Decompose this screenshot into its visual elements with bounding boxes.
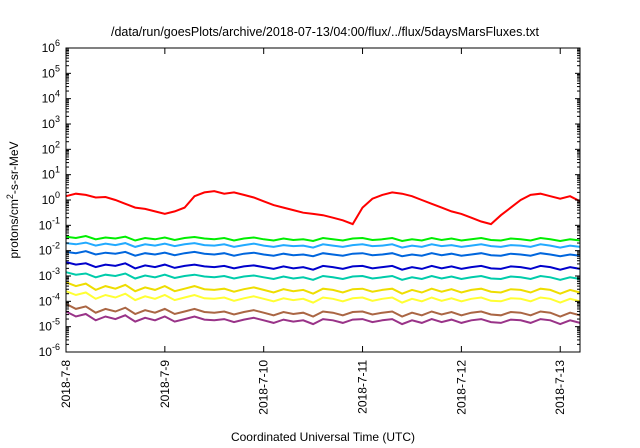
y-axis: 10-610-510-410-310-210-11001011021031041… [39,38,580,359]
y-tick-label: 10-6 [39,342,60,359]
y-tick-label-exponent: -3 [52,266,60,276]
y-tick-label: 10-2 [39,241,60,258]
x-axis: 2018-7-8 2018-7-9 2018-7-10 2018-7-11 2018-7… [59,48,567,415]
flux-series-line [65,250,581,258]
y-tick-label-base: 10 [42,168,56,182]
flux-series-line [65,281,581,295]
flux-series-line [65,271,581,281]
y-tick-label: 103 [42,114,60,131]
y-tick-label: 102 [42,139,60,156]
y-tick-label-base: 10 [42,117,56,131]
chart-title: /data/run/goesPlots/archive/2018-07-13/0… [111,25,540,39]
y-tick-label: 100 [42,190,60,207]
y-tick-label: 10-5 [39,317,60,334]
y-tick-label-base: 10 [42,142,56,156]
flux-series-line [65,234,581,243]
y-axis-label-superscript: 2 [5,194,15,199]
y-tick-label-base: 10 [42,92,56,106]
y-tick-label-exponent: 3 [55,114,60,124]
flux-series-line [65,241,581,249]
flux-series-line [65,290,581,304]
y-tick-label-exponent: -1 [52,215,60,225]
y-tick-label-exponent: 4 [55,89,60,99]
y-axis-label-prefix: protons/cm [7,199,21,258]
y-tick-label-exponent: -5 [52,317,60,327]
y-tick-label-exponent: -2 [52,241,60,251]
y-tick-label: 101 [42,165,60,182]
series-layer [65,190,581,326]
y-tick-label-base: 10 [42,66,56,80]
y-tick-label: 104 [42,89,60,106]
y-tick-label-base: 10 [42,193,56,207]
y-tick-label: 106 [42,38,60,55]
y-axis-label-suffix: -s-sr-MeV [7,141,21,194]
y-tick-label-exponent: 0 [55,190,60,200]
x-tick-label: 2018-7-13 [553,360,567,415]
y-tick-label-base: 10 [39,218,53,232]
flux-series-line [65,310,581,326]
x-tick-label: 2018-7-11 [356,360,370,414]
y-tick-label-base: 10 [39,320,53,334]
y-tick-label-base: 10 [39,269,53,283]
y-tick-label-exponent: 6 [55,38,60,48]
y-tick-label-base: 10 [39,294,53,308]
y-tick-label-exponent: -6 [52,342,60,352]
y-tick-label: 10-4 [39,291,60,308]
flux-series-line [65,261,581,271]
plot-frame [65,47,581,353]
y-tick-label-exponent: 2 [55,139,60,149]
y-tick-label-base: 10 [39,345,53,359]
x-tick-label: 2018-7-9 [158,360,172,408]
y-tick-label-base: 10 [42,41,56,55]
x-axis-label: Coordinated Universal Time (UTC) [231,430,415,444]
y-tick-label-base: 10 [39,244,53,258]
y-tick-label-exponent: 1 [55,165,60,175]
y-tick-label: 105 [42,63,60,80]
y-tick-label: 10-3 [39,266,60,283]
x-tick-label: 2018-7-8 [59,360,73,408]
x-tick-label: 2018-7-10 [257,360,271,415]
x-tick-label: 2018-7-12 [454,360,468,415]
y-tick-label: 10-1 [39,215,60,232]
y-axis-label: protons/cm2-s-sr-MeV [5,141,21,258]
flux-series-line [65,303,581,318]
y-tick-label-exponent: 5 [55,63,60,73]
flux-series-line [65,190,581,226]
y-tick-label-exponent: -4 [52,291,60,301]
